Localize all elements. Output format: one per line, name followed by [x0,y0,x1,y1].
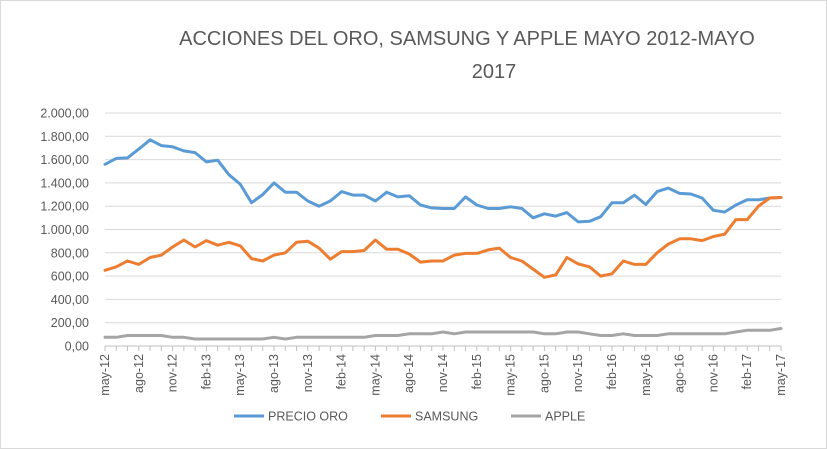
chart-title-line-1: ACCIONES DEL ORO, SAMSUNG Y APPLE MAYO 2… [179,28,755,50]
x-tick-label: may-16 [639,354,653,396]
x-tick-label: feb-13 [199,354,213,389]
x-tick-label: may-15 [504,354,518,396]
x-tick-label: may-14 [368,354,382,396]
y-tick-label: 0,00 [65,340,89,354]
x-tick-label: feb-15 [470,354,484,389]
x-tick-label: ago-14 [402,354,416,393]
x-tick-label: feb-16 [605,354,619,389]
y-tick-label: 2.000,00 [40,107,89,121]
x-tick-label: may-12 [98,354,112,396]
x-tick-label: may-17 [774,354,788,396]
x-tick-label: may-13 [233,354,247,396]
x-tick-label: ago-16 [673,354,687,393]
x-tick-label: feb-17 [740,354,754,389]
x-tick-label: ago-12 [132,354,146,393]
y-tick-label: 1.600,00 [40,153,89,167]
series-line-precio-oro [103,138,783,224]
x-tick-label: nov-16 [706,354,720,392]
x-tick-label: nov-14 [436,354,450,392]
y-tick-label: 1.200,00 [40,200,89,214]
legend-label: APPLE [545,410,585,424]
y-tick-label: 1.800,00 [40,130,89,144]
x-tick-label: ago-13 [267,354,281,393]
x-tick-label: nov-13 [301,354,315,392]
x-tick-label: nov-12 [166,354,180,392]
y-tick-label: 200,00 [51,316,89,330]
legend-label: SAMSUNG [415,410,478,424]
y-tick-label: 600,00 [51,270,89,284]
chart-title-line-2: 2017 [472,61,517,83]
legend-label: PRECIO ORO [268,410,348,424]
series-line-apple [103,327,783,341]
y-axis-tick-labels: 0,00 200,00 400,00 600,00 800,00 1.000,00 1.20… [40,107,89,354]
x-tick-label: nov-15 [571,354,585,392]
y-tick-label: 1.000,00 [40,223,89,237]
x-tick-label: feb-14 [335,354,349,389]
legend: PRECIO ORO SAMSUNG APPLE [234,410,585,424]
y-tick-label: 800,00 [51,246,89,260]
series-lines [103,138,783,341]
gridlines [104,112,782,351]
chart-title: ACCIONES DEL ORO, SAMSUNG Y APPLE MAYO 2… [179,28,755,83]
x-tick-label: ago-15 [537,354,551,393]
series-line-samsung [103,196,783,279]
x-axis-tick-labels: may-12 ago-12 nov-12 feb-13 may-13 ago-13 nov-… [98,354,788,396]
y-tick-label: 400,00 [51,293,89,307]
y-tick-label: 1.400,00 [40,176,89,190]
